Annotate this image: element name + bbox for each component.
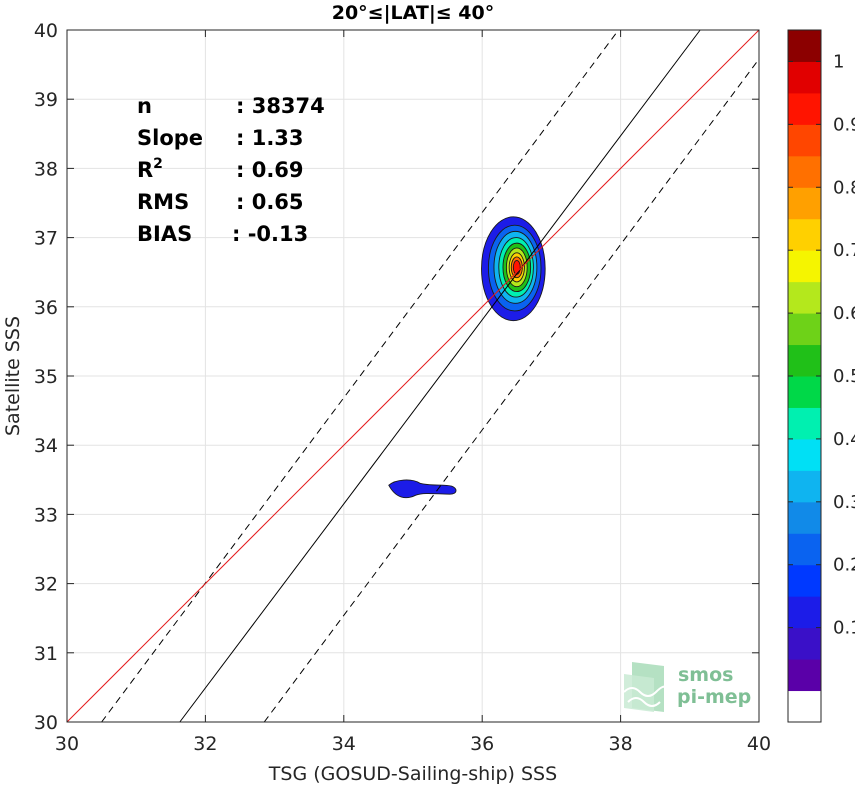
stat-value: : -0.13 (232, 222, 308, 246)
density-contours (388, 216, 546, 499)
colorbar-segment (788, 30, 821, 62)
colorbar-tick-label: 0.1 (833, 618, 855, 639)
colorbar-segment (788, 596, 821, 629)
colorbar-segment (788, 627, 821, 660)
stat-value: : 0.69 (236, 158, 304, 182)
secondary-density-blob (388, 479, 457, 499)
stat-label: n (137, 94, 152, 118)
colorbar: 0.1 0.2 0.3 0.4 0.5 0.6 0.7 0.8 0.9 1 (787, 29, 855, 723)
colorbar-segment (788, 564, 821, 597)
x-axis-ticks: 30 32 34 36 38 40 (55, 30, 771, 755)
colorbar-segment (788, 344, 821, 377)
stat-value: : 1.33 (236, 126, 304, 150)
colorbar-segment (788, 659, 821, 692)
colorbar-tick-label: 1 (833, 51, 844, 72)
fit-lower-dashed-line (263, 58, 760, 723)
colorbar-tick-label: 0.9 (833, 114, 855, 135)
stat-value: : 38374 (236, 94, 325, 118)
colorbar-segment (788, 124, 821, 157)
colorbar-segment (788, 470, 821, 503)
chart-title: 20°≤|LAT|≤ 40° (332, 2, 495, 24)
colorbar-segment (788, 155, 821, 188)
x-tick-label: 32 (193, 733, 217, 755)
logo-text-pi-mep: pi-mep (677, 686, 751, 708)
y-tick-label: 33 (34, 504, 58, 526)
colorbar-segment (788, 313, 821, 346)
y-tick-label: 32 (34, 574, 58, 596)
colorbar-segment (788, 218, 821, 251)
colorbar-segment (788, 376, 821, 408)
stat-label: R2 (137, 156, 163, 182)
stats-annotation: n : 38374 Slope : 1.33 R2 : 0.69 RMS : 0.65 BIAS… (137, 94, 325, 246)
stat-label: RMS (137, 190, 189, 214)
stat-label-superscript: 2 (153, 156, 163, 172)
y-tick-label: 37 (34, 228, 58, 250)
y-tick-label: 34 (34, 435, 58, 457)
colorbar-segment (788, 438, 821, 471)
logo-wave (627, 697, 661, 707)
x-tick-label: 34 (332, 733, 356, 755)
colorbar-tick-label: 0.4 (833, 429, 855, 450)
colorbar-segment (788, 92, 821, 125)
y-axis-ticks: 30 31 32 33 34 35 36 37 38 39 40 (34, 20, 759, 734)
logo-text-smos: smos (678, 664, 733, 686)
reference-lines (66, 29, 760, 723)
y-tick-label: 40 (34, 20, 58, 42)
colorbar-tick-label: 0.5 (833, 366, 855, 387)
colorbar-segment (788, 250, 821, 283)
y-tick-label: 39 (34, 89, 58, 111)
colorbar-segment (788, 501, 821, 534)
logo-panel (624, 674, 654, 712)
one-to-one-line (66, 29, 760, 723)
stat-label: BIAS (137, 222, 192, 246)
y-tick-label: 31 (34, 643, 58, 665)
colorbar-tick-label: 0.2 (833, 555, 855, 576)
y-tick-label: 30 (34, 712, 58, 734)
colorbar-tick-label: 0.3 (833, 492, 855, 513)
y-tick-label: 38 (34, 158, 58, 180)
colorbar-segment (788, 281, 821, 314)
colorbar-segment (788, 533, 821, 566)
logo-wave (623, 685, 667, 697)
colorbar-segment (788, 690, 821, 723)
colorbar-segment (788, 61, 821, 94)
x-tick-label: 38 (609, 733, 633, 755)
y-tick-label: 35 (34, 366, 58, 388)
colorbar-segment (788, 407, 821, 440)
x-axis-label: TSG (GOSUD-Sailing-ship) SSS (268, 763, 557, 785)
stat-label: Slope (137, 126, 203, 150)
colorbar-segment (788, 187, 821, 220)
x-tick-label: 30 (55, 733, 79, 755)
x-tick-label: 40 (747, 733, 771, 755)
y-axis-label: Satellite SSS (2, 316, 24, 436)
y-tick-label: 36 (34, 297, 58, 319)
colorbar-tick-label: 0.8 (833, 177, 855, 198)
regression-fit-line (179, 29, 701, 723)
stat-value: : 0.65 (236, 190, 304, 214)
x-tick-label: 36 (470, 733, 494, 755)
colorbar-tick-label: 0.7 (833, 240, 855, 261)
colorbar-tick-label: 0.6 (833, 303, 855, 324)
